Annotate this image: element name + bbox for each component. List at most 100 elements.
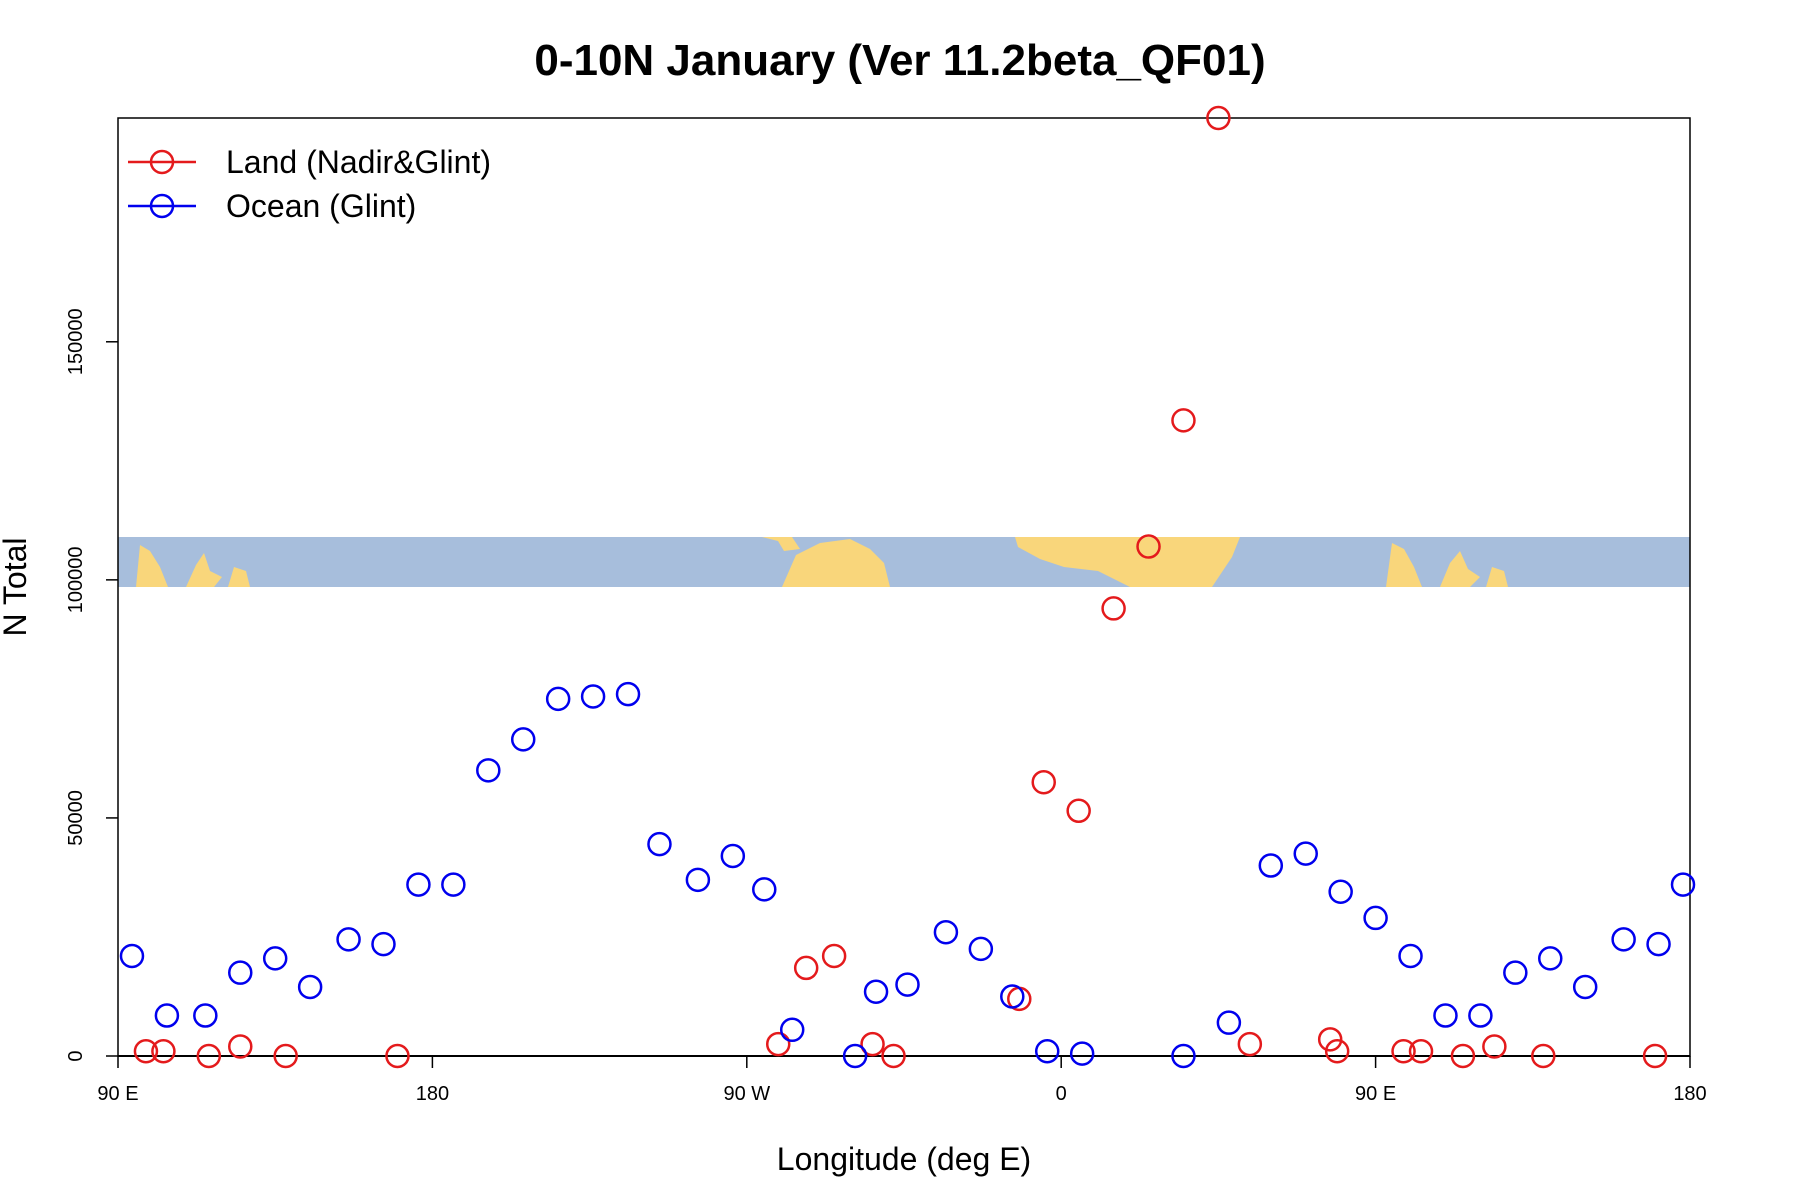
y-axis-label: N Total (0, 537, 33, 636)
x-tick-label: 90 W (723, 1083, 770, 1105)
land-point (1482, 1034, 1507, 1059)
map-land-asia-5 (1440, 551, 1480, 587)
ocean-point (336, 927, 361, 952)
map-land-asia-6 (1486, 567, 1508, 587)
land-point (821, 943, 847, 969)
chart-title: 0-10N January (Ver 11.2beta_QF01) (534, 36, 1265, 85)
ocean-point (1398, 943, 1423, 969)
ocean-point (580, 684, 606, 709)
ocean-point (1433, 1003, 1458, 1028)
x-tick-label: 90 E (97, 1083, 138, 1105)
ocean-point (476, 758, 501, 783)
map-land-south-america (782, 539, 890, 587)
ocean-point (1363, 905, 1388, 931)
land-point (1066, 798, 1091, 824)
land-point (1391, 1038, 1416, 1064)
land-point (133, 1038, 159, 1064)
map-land-asia-1 (136, 545, 168, 587)
legend-ocean-label: Ocean (Glint) (226, 188, 416, 224)
land-point (1237, 1031, 1263, 1057)
land-point (1136, 534, 1161, 559)
land-point (1531, 1043, 1556, 1069)
map-land-asia-4 (1386, 543, 1422, 587)
ocean-point (119, 943, 145, 969)
ocean-point (1293, 841, 1318, 866)
legend-land-label: Land (Nadir&Glint) (226, 144, 491, 180)
x-tick-label: 90 E (1355, 1083, 1396, 1105)
land-point (1317, 1027, 1343, 1052)
land-point (1450, 1043, 1476, 1069)
land-point (1101, 596, 1126, 621)
legend-land-marker (149, 149, 175, 175)
ocean-point (406, 872, 431, 897)
land-point (151, 1038, 176, 1064)
land-point (1642, 1043, 1668, 1069)
map-land-central-america (762, 537, 800, 552)
ocean-point (193, 1003, 218, 1028)
ocean-point (297, 974, 323, 1000)
ocean-point (371, 931, 396, 957)
ocean-point (1328, 879, 1353, 904)
x-axis: 90 E 180 90 W 0 90 E 180 (97, 1056, 1707, 1105)
land-point (273, 1043, 298, 1069)
map-land-asia-2 (186, 553, 222, 587)
ocean-series (119, 681, 1696, 1069)
map-land-asia-3 (228, 567, 250, 587)
ocean-point (779, 1017, 805, 1043)
ocean-point (1069, 1041, 1095, 1066)
ocean-point (545, 686, 571, 712)
ocean-point (262, 946, 288, 971)
ocean-point (615, 681, 641, 707)
land-point (793, 955, 819, 981)
x-axis-label: Longitude (deg E) (777, 1141, 1031, 1177)
ocean-point (752, 877, 777, 902)
ocean-point (842, 1043, 868, 1069)
x-tick-label: 180 (416, 1083, 449, 1105)
land-point (881, 1043, 906, 1069)
data-points (119, 105, 1696, 1069)
land-point (196, 1043, 222, 1069)
ocean-point (968, 936, 994, 962)
ocean-point (1171, 1043, 1196, 1069)
ocean-point (895, 972, 920, 997)
ocean-point (863, 979, 889, 1004)
ocean-point (1258, 853, 1284, 878)
ocean-point (1670, 872, 1696, 897)
x-tick-label: 180 (1673, 1083, 1706, 1105)
ocean-point (1611, 927, 1636, 952)
legend-ocean-marker (149, 193, 175, 219)
y-tick-label: 100000 (65, 546, 87, 613)
y-axis: 0 50000 100000 150000 (65, 308, 118, 1062)
land-point (1408, 1038, 1434, 1064)
y-tick-label: 0 (65, 1050, 87, 1061)
land-point (228, 1034, 253, 1059)
ocean-point (154, 1003, 180, 1028)
x-tick-label: 0 (1056, 1083, 1067, 1105)
land-point (765, 1031, 791, 1057)
land-point (1206, 105, 1231, 131)
legend: Land (Nadir&Glint) Ocean (Glint) (128, 144, 491, 224)
land-point (385, 1043, 410, 1069)
ocean-point (510, 727, 536, 752)
ocean-point (647, 831, 672, 857)
land-point (1324, 1038, 1350, 1064)
ocean-point (1538, 946, 1563, 971)
ocean-point (1468, 1003, 1493, 1028)
y-tick-label: 50000 (65, 790, 87, 846)
ocean-point (1216, 1010, 1242, 1035)
land-point (860, 1031, 885, 1057)
world-map-strip (118, 537, 1690, 587)
ocean-point (441, 872, 466, 897)
ocean-point (1503, 960, 1528, 985)
ocean-point (933, 919, 959, 945)
map-ocean (118, 537, 1690, 587)
ocean-point (1034, 1038, 1060, 1064)
map-land-africa (1015, 537, 1240, 587)
land-point (1171, 408, 1196, 433)
ocean-point (1000, 984, 1025, 1009)
ocean-point (685, 867, 711, 893)
ocean-point (1572, 974, 1598, 1000)
ocean-point (228, 960, 253, 985)
ocean-point (1646, 931, 1671, 957)
